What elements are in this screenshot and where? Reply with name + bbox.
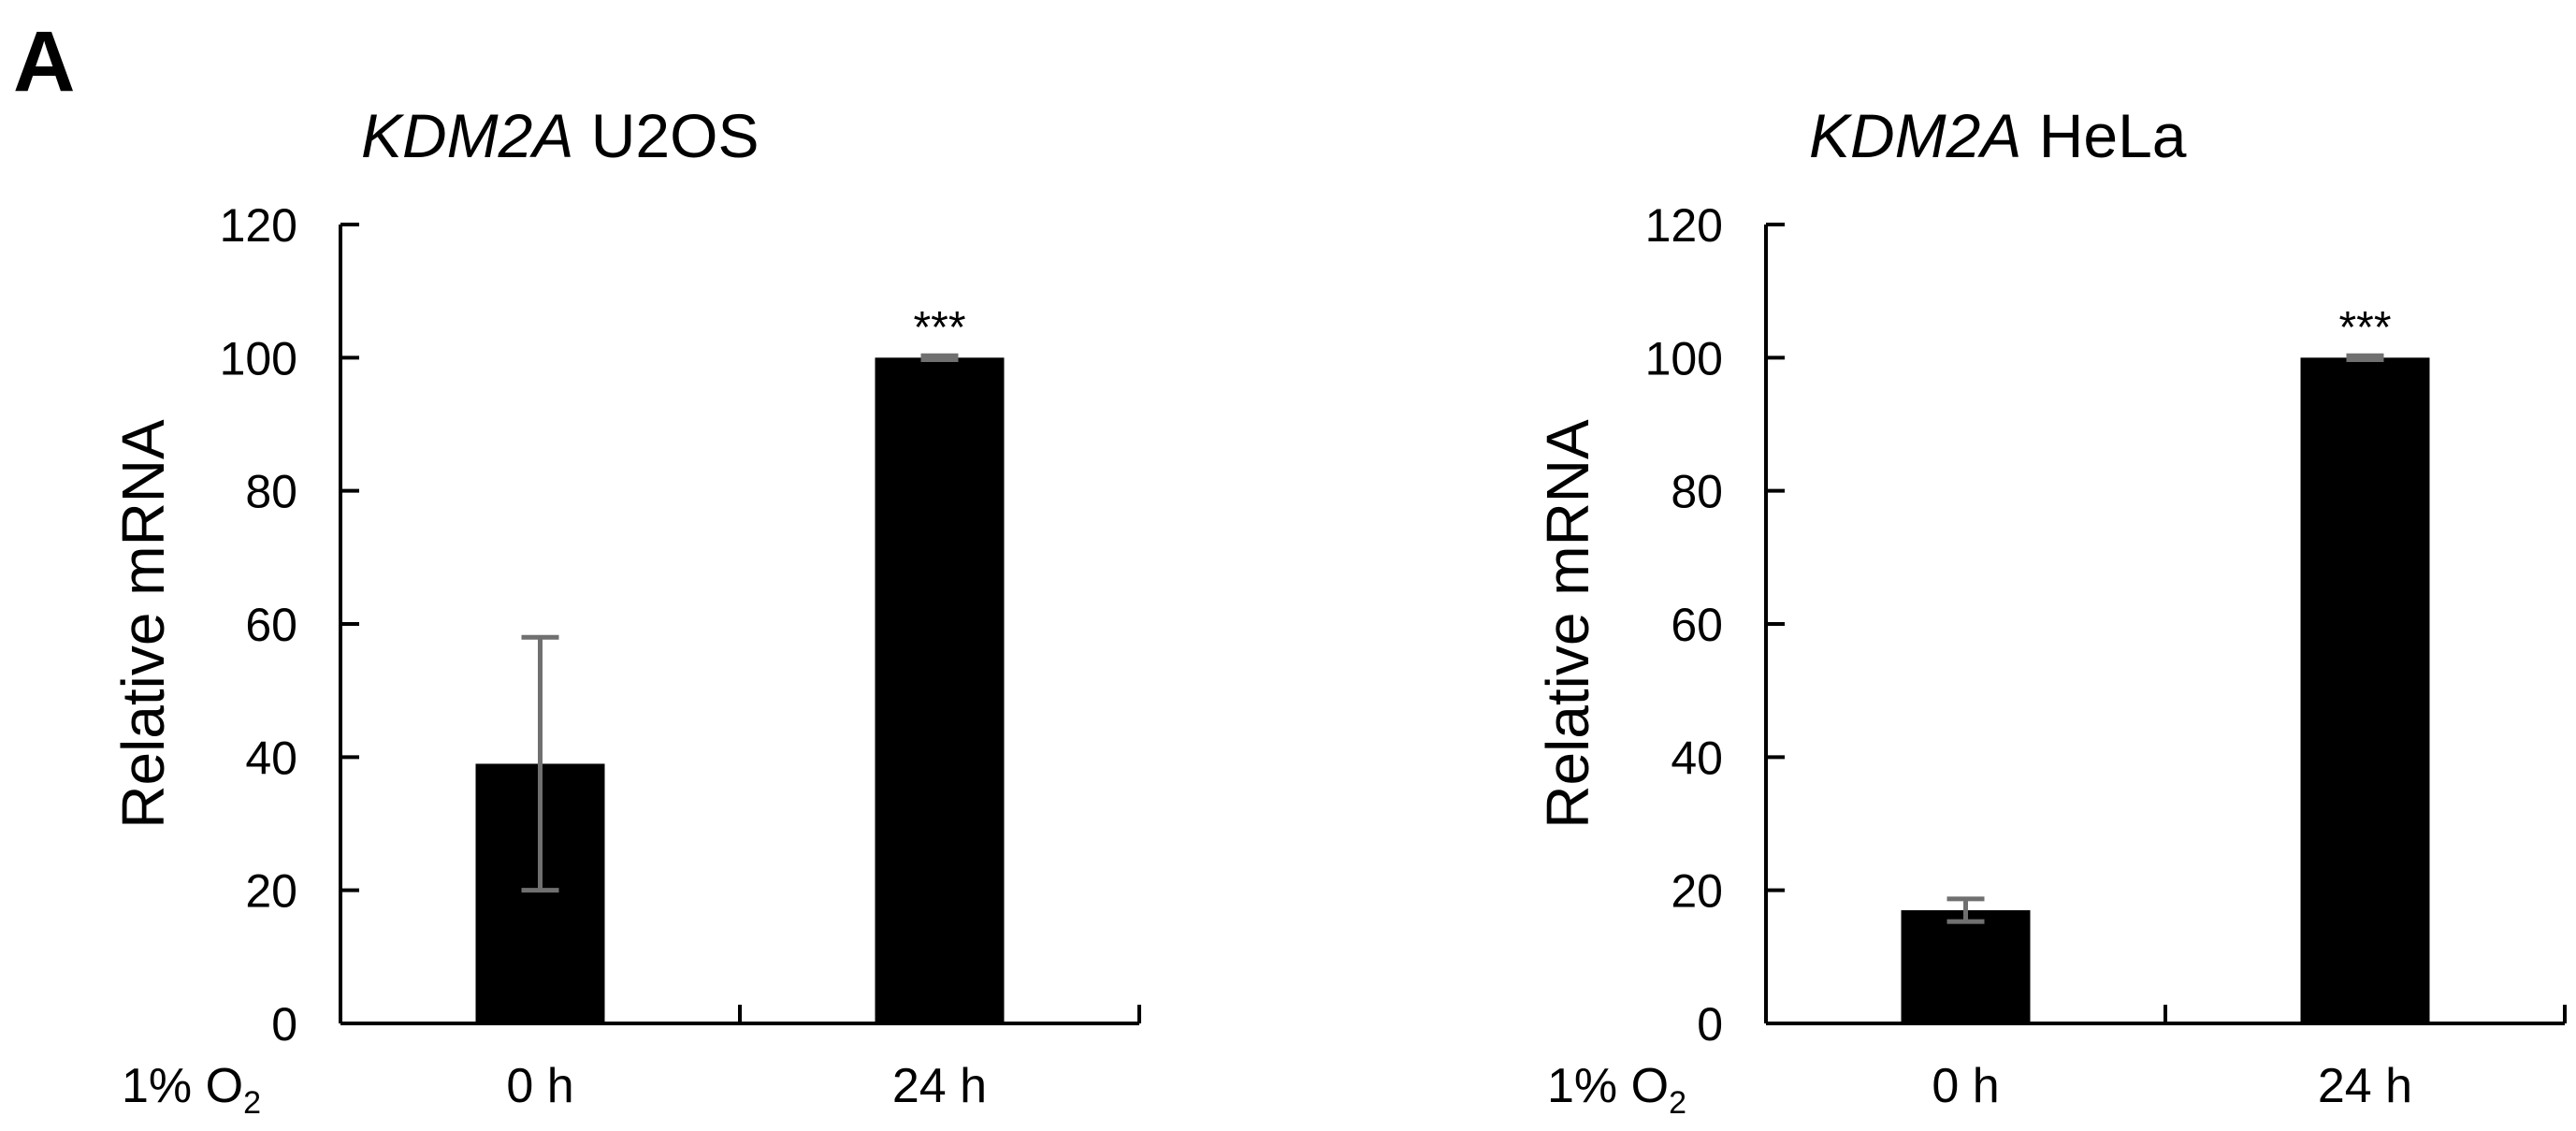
condition-label: 1% O2 xyxy=(1547,1059,1686,1121)
x-category-label: 24 h xyxy=(2318,1059,2412,1113)
y-tick-label: 0 xyxy=(1697,998,1723,1051)
y-tick-label: 80 xyxy=(245,466,297,518)
chart-hela: 0 20 40 60 80 100 120 Relative mRNA 0 h 24 h *** 1%… xyxy=(1534,199,2567,1121)
bar-0-h xyxy=(1901,910,2031,1023)
y-tick-label: 60 xyxy=(1671,599,1723,651)
y-tick-label: 40 xyxy=(1671,732,1723,784)
x-category-label: 0 h xyxy=(506,1059,573,1113)
y-tick-label: 20 xyxy=(1671,865,1723,918)
y-axis-label: Relative mRNA xyxy=(1534,419,1601,829)
chart-title-gene: KDM2A xyxy=(1809,101,2022,170)
chart-title-cell: U2OS xyxy=(590,101,760,170)
chart-title-u2os: KDM2A U2OS xyxy=(361,105,759,167)
chart-u2os: 0 20 40 60 80 100 120 Relative mRNA 0 h 24 h *** 1%… xyxy=(109,199,1141,1121)
y-axis-label: Relative mRNA xyxy=(109,419,177,829)
x-category-label: 24 h xyxy=(892,1059,987,1113)
y-tick-label: 120 xyxy=(1645,199,1723,252)
y-tick-label: 120 xyxy=(220,199,297,252)
y-tick-label: 20 xyxy=(245,865,297,918)
bar-24-h xyxy=(875,357,1005,1023)
chart-title-gene: KDM2A xyxy=(361,101,574,170)
y-tick-label: 80 xyxy=(1671,466,1723,518)
bar-24-h xyxy=(2300,357,2430,1023)
y-tick-label: 100 xyxy=(220,332,297,384)
x-category-label: 0 h xyxy=(1932,1059,1999,1113)
y-tick-label: 100 xyxy=(1645,332,1723,384)
significance-marker: *** xyxy=(913,303,965,353)
chart-title-cell: HeLa xyxy=(2038,101,2187,170)
y-tick-label: 60 xyxy=(245,599,297,651)
panel-label: A xyxy=(13,14,76,109)
y-tick-label: 40 xyxy=(245,732,297,784)
y-tick-label: 0 xyxy=(271,998,297,1051)
chart-title-hela: KDM2A HeLa xyxy=(1809,105,2187,167)
significance-marker: *** xyxy=(2338,303,2391,353)
condition-label: 1% O2 xyxy=(122,1059,261,1121)
